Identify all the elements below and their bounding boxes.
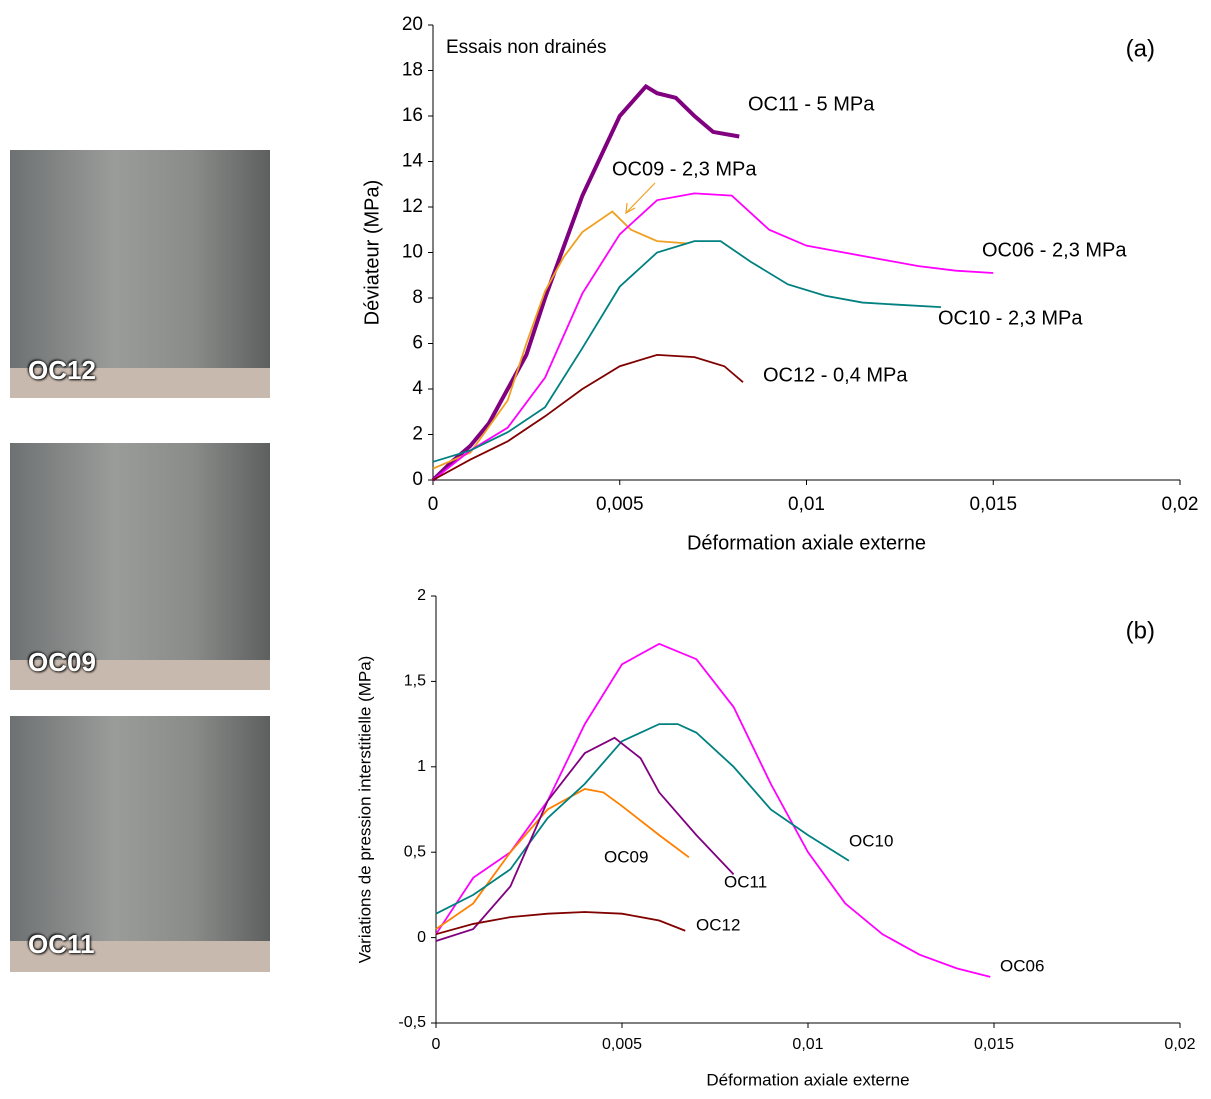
series-line [432, 192, 994, 481]
x-tick-label: 0 [428, 494, 439, 515]
series-label: OC06 - 2,3 MPa [982, 239, 1127, 261]
y-tick-label: 6 [412, 333, 423, 354]
y-tick-label: 8 [412, 287, 423, 308]
series-line [432, 353, 744, 481]
y-tick-label: 12 [402, 196, 423, 217]
x-tick-label: 0,005 [596, 494, 644, 515]
x-tick-label: 0,02 [1164, 1036, 1195, 1053]
y-tick-label: -0,5 [398, 1014, 426, 1031]
series-label: OC09 [604, 847, 648, 866]
x-tick-label: 0,015 [969, 494, 1017, 515]
label-arrow [625, 182, 656, 214]
y-axis-title: Variations de pression interstitielle (M… [355, 656, 374, 964]
x-tick-label: 0,01 [792, 1036, 823, 1053]
photo: OC11 [10, 716, 270, 972]
photo: OC12 [10, 150, 270, 398]
photo: OC09 [10, 443, 270, 690]
annotation: Essais non drainés [446, 37, 607, 58]
series-label: OC10 [849, 831, 893, 850]
y-tick-label: 2 [412, 424, 423, 445]
series-label: OC11 [724, 872, 767, 891]
y-tick-label: 14 [402, 151, 424, 172]
y-tick-label: 2 [417, 587, 426, 604]
series-line [435, 736, 735, 942]
series-label: OC12 [696, 915, 740, 934]
y-tick-label: 0 [412, 469, 423, 490]
photo-label: OC12 [28, 355, 96, 385]
y-tick-label: 20 [402, 14, 423, 35]
y-tick-label: 4 [412, 378, 423, 399]
y-tick-label: 1 [417, 758, 426, 775]
y-tick-label: 0 [417, 929, 426, 946]
x-tick-label: 0,015 [974, 1036, 1014, 1053]
annotation: (b) [1126, 617, 1155, 644]
series-line [435, 911, 686, 936]
x-tick-label: 0 [432, 1036, 441, 1053]
x-axis-title: Déformation axiale externe [706, 1070, 909, 1089]
annotation: (a) [1126, 35, 1155, 62]
series-label: OC06 [1000, 956, 1044, 975]
y-tick-label: 1,5 [404, 673, 426, 690]
x-tick-label: 0,005 [602, 1036, 642, 1053]
series-line [435, 723, 850, 915]
y-tick-label: 0,5 [404, 843, 426, 860]
x-tick-label: 0,01 [788, 494, 825, 515]
series-line [435, 642, 991, 978]
series-label: OC10 - 2,3 MPa [938, 307, 1083, 329]
series-line [432, 240, 942, 463]
x-axis-title: Déformation axiale externe [687, 532, 926, 554]
series-line [435, 788, 690, 930]
y-axis-title: Déviateur (MPa) [361, 180, 383, 326]
series-label: OC09 - 2,3 MPa [612, 158, 757, 180]
photo-label: OC09 [28, 647, 96, 677]
photo-label: OC11 [28, 929, 95, 959]
x-tick-label: 0,02 [1162, 494, 1199, 515]
y-tick-label: 18 [402, 60, 423, 81]
y-tick-label: 10 [402, 242, 423, 263]
y-tick-label: 16 [402, 105, 423, 126]
series-label: OC11 - 5 MPa [748, 93, 875, 115]
series-line [432, 210, 688, 470]
series-label: OC12 - 0,4 MPa [763, 364, 908, 386]
arrow-head [625, 202, 636, 215]
series-line [431, 83, 740, 482]
